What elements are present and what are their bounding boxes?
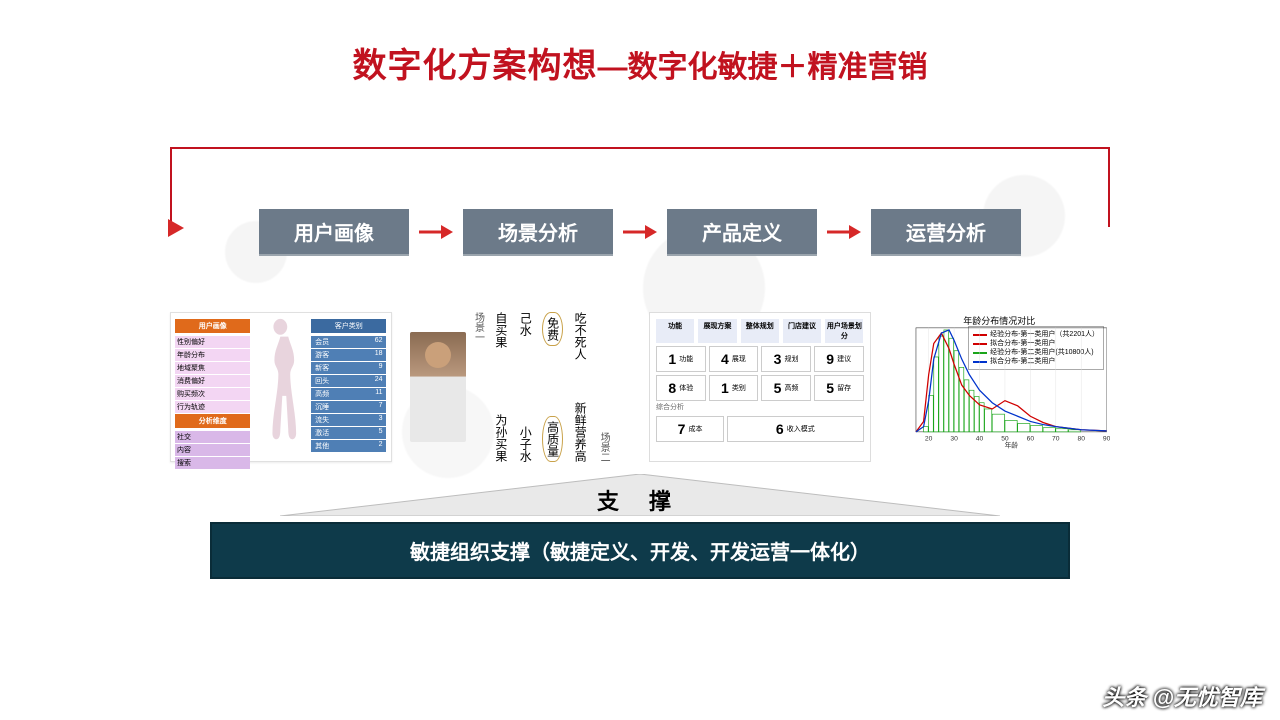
- kw-c2b: 小子水: [518, 426, 532, 462]
- watermark: 头条 @无忧智库: [1102, 680, 1262, 712]
- persona-photo: [410, 332, 466, 442]
- kw-c4b: 新鲜营养高: [573, 402, 587, 462]
- svg-text:40: 40: [975, 436, 983, 443]
- svg-text:80: 80: [1077, 436, 1085, 443]
- flow-arrow-icon: [623, 223, 657, 241]
- p1-left-row2: 内容: [175, 444, 250, 456]
- kw-c1b: 为孙买果: [494, 414, 508, 462]
- p3-header: 功能: [656, 319, 694, 343]
- panel-user-profile: 用户画像性别偏好年龄分布地域聚焦消费偏好购买频次行为轨迹分析维度社交内容搜索 客…: [170, 312, 392, 462]
- p1-left-row: 地域聚焦: [175, 362, 250, 374]
- p3-sidelabel: 综合分析: [656, 401, 864, 413]
- p1-right-header: 客户类别: [311, 319, 386, 333]
- p1-right-row: 游客18: [311, 349, 386, 361]
- p1-left-header2: 分析维度: [175, 414, 250, 428]
- slide-title: 数字化方案构想—数字化敏捷＋精准营销: [0, 0, 1280, 87]
- p1-left-row: 年龄分布: [175, 349, 250, 361]
- age-distribution-chart: 2030405060708090年龄: [889, 324, 1110, 449]
- p1-right-row: 新客9: [311, 362, 386, 374]
- p3-cell: 5留存: [814, 375, 864, 401]
- scene2-label: 场景二: [597, 432, 609, 462]
- title-main: 数字化方案构想: [353, 47, 598, 85]
- p3-cell: 5高频: [761, 375, 811, 401]
- p3-cell: 1类别: [709, 375, 759, 401]
- flow-box-2: 产品定义: [667, 209, 817, 254]
- flow-diagram: 用户画像 场景分析 产品定义 运营分析: [170, 147, 1110, 257]
- kw-c2a: 己水: [518, 312, 532, 336]
- p1-right-row: 沉睡7: [311, 401, 386, 413]
- svg-text:20: 20: [924, 436, 932, 443]
- p3-header: 门店建议: [783, 319, 821, 343]
- svg-text:90: 90: [1102, 436, 1110, 443]
- panel-age-chart: 年龄分布情况对比 经验分布-第一类用户（共2201人）拟合分布-第一类用户经验分…: [889, 312, 1111, 462]
- svg-text:60: 60: [1026, 436, 1034, 443]
- p1-left-row2: 社交: [175, 431, 250, 443]
- title-dash: —: [598, 51, 628, 84]
- p3-cell: 7成本: [656, 416, 724, 442]
- kw-c4a: 吃不死人: [573, 312, 587, 360]
- p3-header: 整体规划: [741, 319, 779, 343]
- support-bar: 敏捷组织支撑（敏捷定义、开发、开发运营一体化）: [210, 522, 1070, 579]
- svg-text:70: 70: [1052, 436, 1060, 443]
- flow-box-1: 场景分析: [463, 209, 613, 254]
- p3-cell: 8体验: [656, 375, 706, 401]
- flow-arrow-icon: [419, 223, 453, 241]
- flow-box-0: 用户画像: [259, 209, 409, 254]
- p1-right-row: 激活5: [311, 427, 386, 439]
- p3-header: 展现方案: [698, 319, 736, 343]
- svg-text:30: 30: [950, 436, 958, 443]
- flow-box-3: 运营分析: [871, 209, 1021, 254]
- support-arrow: 支 撑: [280, 474, 1000, 516]
- p1-left-row2: 搜索: [175, 457, 250, 469]
- p1-right-row: 高频11: [311, 388, 386, 400]
- scene1-label: 场景一: [472, 312, 484, 462]
- p1-left-row: 性别偏好: [175, 336, 250, 348]
- flow-arrow-icon: [827, 223, 861, 241]
- p1-left-row: 消费偏好: [175, 375, 250, 387]
- panel-scenarios: 场景一 自买果 为孙买果 己水 小子水 免费 高质量 吃不死人: [410, 312, 632, 462]
- p1-right-row: 回头24: [311, 375, 386, 387]
- illustration-panels: 用户画像性别偏好年龄分布地域聚焦消费偏好购买频次行为轨迹分析维度社交内容搜索 客…: [170, 312, 1110, 462]
- p3-cell: 6收入模式: [727, 416, 863, 442]
- silhouette-icon: [254, 313, 307, 461]
- p1-right-row: 流失3: [311, 414, 386, 426]
- p1-left-row: 购买频次: [175, 388, 250, 400]
- title-sub: 数字化敏捷＋精准营销: [628, 51, 928, 84]
- p1-right-row: 其他2: [311, 440, 386, 452]
- p3-cell: 1功能: [656, 346, 706, 372]
- p3-cell: 9建议: [814, 346, 864, 372]
- support-arrow-label: 支 撑: [280, 484, 1000, 516]
- kw-c3a: 免费: [542, 312, 562, 346]
- kw-c1a: 自买果: [494, 312, 508, 348]
- p3-header: 用户场景划分: [825, 319, 863, 343]
- panel-product-grid: 功能展现方案整体规划门店建议用户场景划分 1功能4展现3规划9建议8体验1类别5…: [649, 312, 871, 462]
- p3-cell: 4展现: [709, 346, 759, 372]
- svg-text:年龄: 年龄: [1004, 440, 1018, 449]
- p1-left-header: 用户画像: [175, 319, 250, 333]
- kw-c3b: 高质量: [542, 416, 562, 462]
- p3-cell: 3规划: [761, 346, 811, 372]
- p1-right-row: 会员62: [311, 336, 386, 348]
- p1-left-row: 行为轨迹: [175, 401, 250, 413]
